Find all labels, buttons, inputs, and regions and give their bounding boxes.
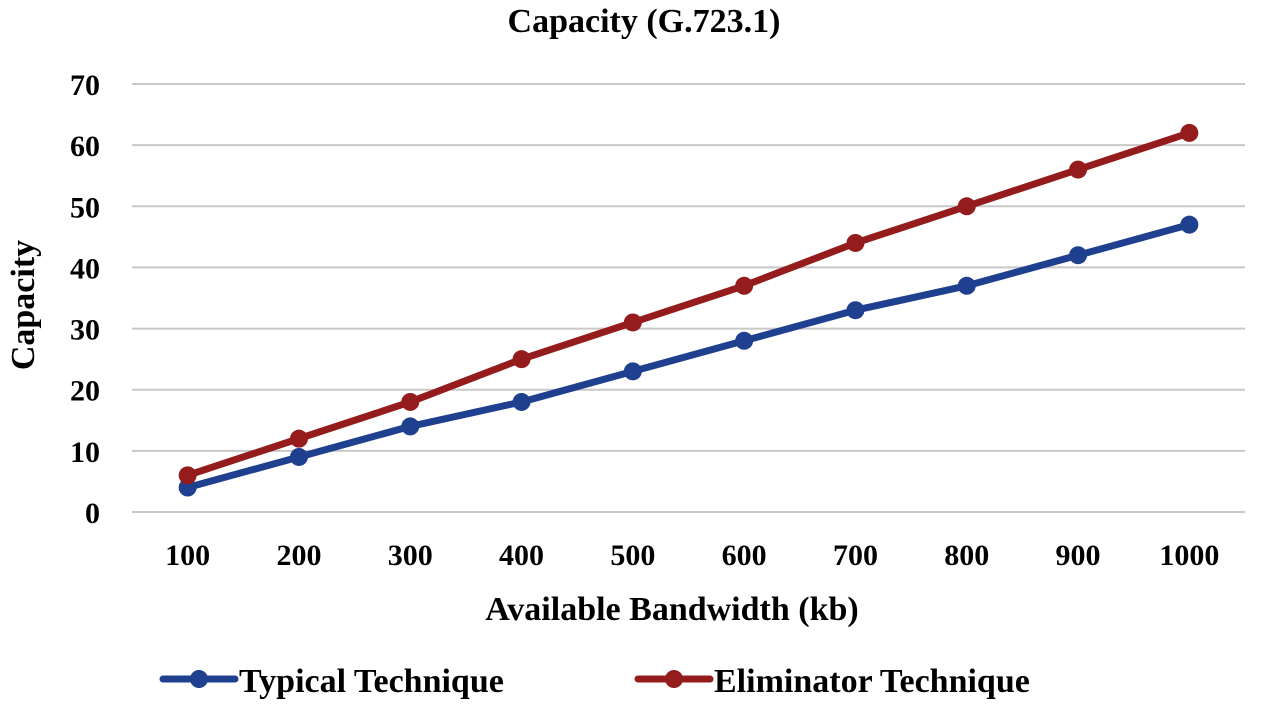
data-point <box>1069 160 1088 179</box>
legend: Typical Technique Eliminator Technique <box>159 663 1030 700</box>
x-tick-label: 500 <box>610 539 655 572</box>
grid-lines <box>132 83 1245 513</box>
x-tick-label: 400 <box>499 539 544 572</box>
y-tick-label: 40 <box>70 252 100 285</box>
data-point <box>289 429 308 448</box>
y-axis-label: Capacity <box>5 240 42 370</box>
data-point <box>623 313 642 332</box>
data-point <box>512 350 531 369</box>
series-eliminator-technique <box>178 123 1199 485</box>
y-tick-label: 20 <box>70 375 100 408</box>
chart-title: Capacity (G.723.1) <box>508 3 781 40</box>
data-point <box>1180 123 1199 142</box>
legend-item-typical-technique: Typical Technique <box>159 663 504 700</box>
x-axis-ticks: 100 200 300 400 500 600 700 800 900 1000 <box>165 539 1219 572</box>
data-point <box>846 233 865 252</box>
x-tick-label: 600 <box>722 539 767 572</box>
data-point <box>846 301 865 320</box>
y-tick-label: 70 <box>70 69 100 102</box>
data-point <box>289 447 308 466</box>
x-tick-label: 100 <box>165 539 210 572</box>
legend-swatch-marker <box>190 670 208 688</box>
x-axis-label: Available Bandwidth (kb) <box>485 591 858 628</box>
series-line-typical-technique <box>184 221 1193 492</box>
y-tick-label: 60 <box>70 130 100 163</box>
legend-label: Eliminator Technique <box>714 663 1030 700</box>
y-tick-label: 50 <box>70 191 100 224</box>
x-tick-label: 700 <box>833 539 878 572</box>
legend-label: Typical Technique <box>239 663 504 700</box>
data-point <box>401 392 420 411</box>
x-tick-label: 200 <box>276 539 321 572</box>
x-tick-label: 1000 <box>1159 539 1219 572</box>
data-point <box>178 466 197 485</box>
series-lines <box>178 123 1199 497</box>
data-point <box>1069 246 1088 265</box>
legend-swatch-marker <box>665 670 683 688</box>
data-point <box>735 331 754 350</box>
series-typical-technique <box>178 215 1199 497</box>
data-point <box>401 417 420 436</box>
x-tick-label: 800 <box>944 539 989 572</box>
x-tick-label: 300 <box>388 539 433 572</box>
data-point <box>957 276 976 295</box>
y-tick-label: 10 <box>70 436 100 469</box>
data-point <box>735 276 754 295</box>
data-point <box>957 197 976 216</box>
data-point <box>512 392 531 411</box>
data-point <box>1180 215 1199 234</box>
legend-item-eliminator-technique: Eliminator Technique <box>634 663 1030 700</box>
series-line-eliminator-technique <box>184 129 1193 479</box>
y-axis-ticks: 0 10 20 30 40 50 60 70 <box>70 69 100 530</box>
x-tick-label: 900 <box>1056 539 1101 572</box>
y-tick-label: 0 <box>85 497 100 530</box>
y-tick-label: 30 <box>70 314 100 347</box>
data-point <box>623 362 642 381</box>
